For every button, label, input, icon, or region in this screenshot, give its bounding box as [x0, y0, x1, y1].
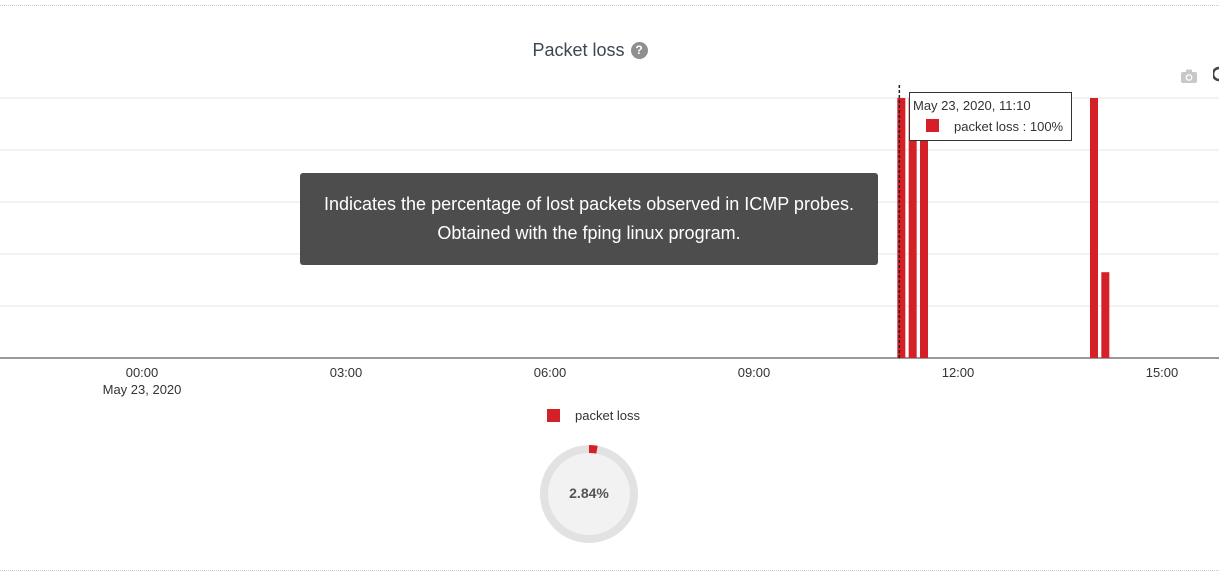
- x-tick-label: 09:00: [738, 365, 771, 380]
- gauge-value-text: 2.84%: [569, 485, 609, 501]
- tooltip-value: packet loss : 100%: [954, 119, 1064, 134]
- gauge-value-arc: [588, 445, 598, 454]
- camera-icon[interactable]: [1180, 68, 1198, 89]
- bar-1400[interactable]: [1090, 98, 1098, 358]
- help-text-line1: Indicates the percentage of lost packets…: [324, 194, 854, 214]
- bar-1120[interactable]: [908, 98, 917, 358]
- legend-swatch: [547, 409, 560, 422]
- legend-label: packet loss: [575, 408, 641, 423]
- tooltip-date: May 23, 2020, 11:10: [913, 98, 1031, 113]
- x-tick-date-label: May 23, 2020: [103, 382, 182, 397]
- tooltip-series-swatch: [926, 119, 939, 132]
- x-tick-label: 06:00: [534, 365, 567, 380]
- toolbar-overflow-icon[interactable]: [1211, 66, 1219, 87]
- x-tick-label: 03:00: [330, 365, 363, 380]
- packet-loss-chart: 00:00 May 23, 2020 03:00 06:00 09:00 12:00 15:…: [0, 85, 1219, 397]
- bar-1130[interactable]: [920, 98, 928, 358]
- question-circle-icon[interactable]: ?: [630, 42, 648, 59]
- x-tick-label: 15:00: [1146, 365, 1179, 380]
- bar-1110[interactable]: [897, 98, 906, 358]
- x-tick-label: 12:00: [942, 365, 975, 380]
- top-divider: [0, 5, 1219, 6]
- help-tooltip: Indicates the percentage of lost packets…: [300, 173, 878, 265]
- help-text-line2: Obtained with the fping linux program.: [437, 223, 741, 243]
- hover-tooltip: May 23, 2020, 11:10 packet loss : 100%: [909, 92, 1072, 141]
- chart-header: Packet loss?: [0, 40, 1180, 61]
- chart-title: Packet loss: [532, 40, 625, 60]
- x-tick-label: 00:00: [126, 365, 159, 380]
- bar-1410[interactable]: [1101, 272, 1110, 358]
- packet-loss-gauge: [540, 445, 638, 543]
